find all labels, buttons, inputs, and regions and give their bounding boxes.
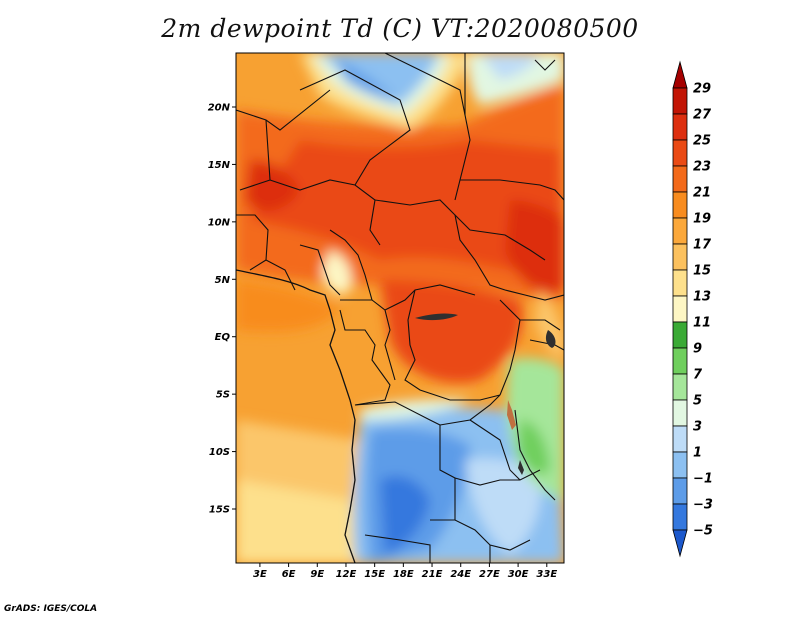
- colorbar-swatch: [672, 399, 688, 427]
- colorbar-label: 23: [693, 160, 711, 175]
- colorbar: 29 27 25 23 21 19 17 15 13 11 9 7 5 3 1 −1 −3 −5: [672, 60, 713, 558]
- colorbar-label: 21: [693, 186, 711, 201]
- lon-tick-label: 6E: [282, 569, 296, 580]
- colorbar-label: 5: [693, 394, 702, 409]
- lakes: [415, 313, 556, 475]
- lon-tick-label: 9E: [310, 569, 324, 580]
- colorbar-swatch: [672, 165, 688, 193]
- colorbar-bottom-arrow: [672, 529, 688, 558]
- lon-tick-label: 24E: [450, 569, 471, 580]
- lat-tick-label: 10S: [209, 447, 230, 458]
- colorbar-swatch: [672, 295, 688, 323]
- colorbar-swatch: [672, 321, 688, 349]
- colorbar-label: 17: [693, 238, 712, 253]
- colorbar-label: −1: [693, 472, 713, 487]
- longitude-ticks: 3E 6E 9E 12E 15E 18E 21E 24E 27E 30E 33E: [253, 563, 557, 580]
- latitude-ticks: 20N 15N 10N 5N EQ 5S 10S 15S: [208, 102, 236, 516]
- colorbar-label: 15: [693, 264, 711, 279]
- lon-tick-label: 30E: [508, 569, 529, 580]
- colorbar-swatch: [672, 373, 688, 401]
- colorbar-top-arrow: [672, 60, 688, 89]
- colorbar-swatch: [672, 191, 688, 219]
- colorbar-swatch: [672, 243, 688, 271]
- colorbar-label: 27: [693, 108, 712, 123]
- colorbar-swatch: [672, 477, 688, 505]
- colorbar-swatch: [672, 425, 688, 453]
- colorbar-label: −3: [693, 498, 713, 513]
- colorbar-swatch: [672, 347, 688, 375]
- colorbar-label: 29: [693, 82, 711, 97]
- lon-tick-label: 18E: [393, 569, 414, 580]
- lat-tick-label: 10N: [208, 217, 231, 228]
- lon-tick-label: 21E: [422, 569, 443, 580]
- lon-tick-label: 27E: [479, 569, 500, 580]
- colorbar-label: 19: [693, 212, 711, 227]
- colorbar-label: −5: [693, 524, 713, 539]
- lon-tick-label: 15E: [364, 569, 385, 580]
- colorbar-swatch: [672, 217, 688, 245]
- country-borders: [236, 53, 564, 563]
- map-frame: [235, 52, 565, 564]
- grads-credit: GrADS: IGES/COLA: [4, 604, 98, 614]
- colorbar-label: 25: [693, 134, 711, 149]
- colorbar-label: 1: [693, 446, 702, 461]
- lon-tick-label: 3E: [253, 569, 267, 580]
- colorbar-swatch: [672, 113, 688, 141]
- colorbar-label: 3: [693, 420, 702, 435]
- colorbar-swatch: [672, 139, 688, 167]
- lat-tick-label: 20N: [208, 102, 231, 113]
- lat-tick-label: 5N: [215, 275, 231, 286]
- map-title: 2m dewpoint Td (C) VT:2020080500: [161, 14, 639, 43]
- lon-tick-label: 12E: [336, 569, 357, 580]
- colorbar-swatch: [672, 451, 688, 479]
- lat-tick-label: 15N: [208, 160, 231, 171]
- colorbar-label: 7: [693, 368, 703, 383]
- colorbar-swatch: [672, 87, 688, 115]
- lat-tick-label: 5S: [216, 390, 230, 401]
- colorbar-swatch: [672, 269, 688, 297]
- lon-tick-label: 33E: [536, 569, 557, 580]
- colorbar-label: 11: [693, 316, 711, 331]
- dewpoint-field: [236, 53, 564, 563]
- colorbar-swatch: [672, 503, 688, 531]
- colorbar-label: 9: [693, 342, 702, 357]
- lat-tick-label: EQ: [215, 332, 231, 343]
- lat-tick-label: 15S: [209, 505, 230, 516]
- colorbar-label: 13: [693, 290, 711, 305]
